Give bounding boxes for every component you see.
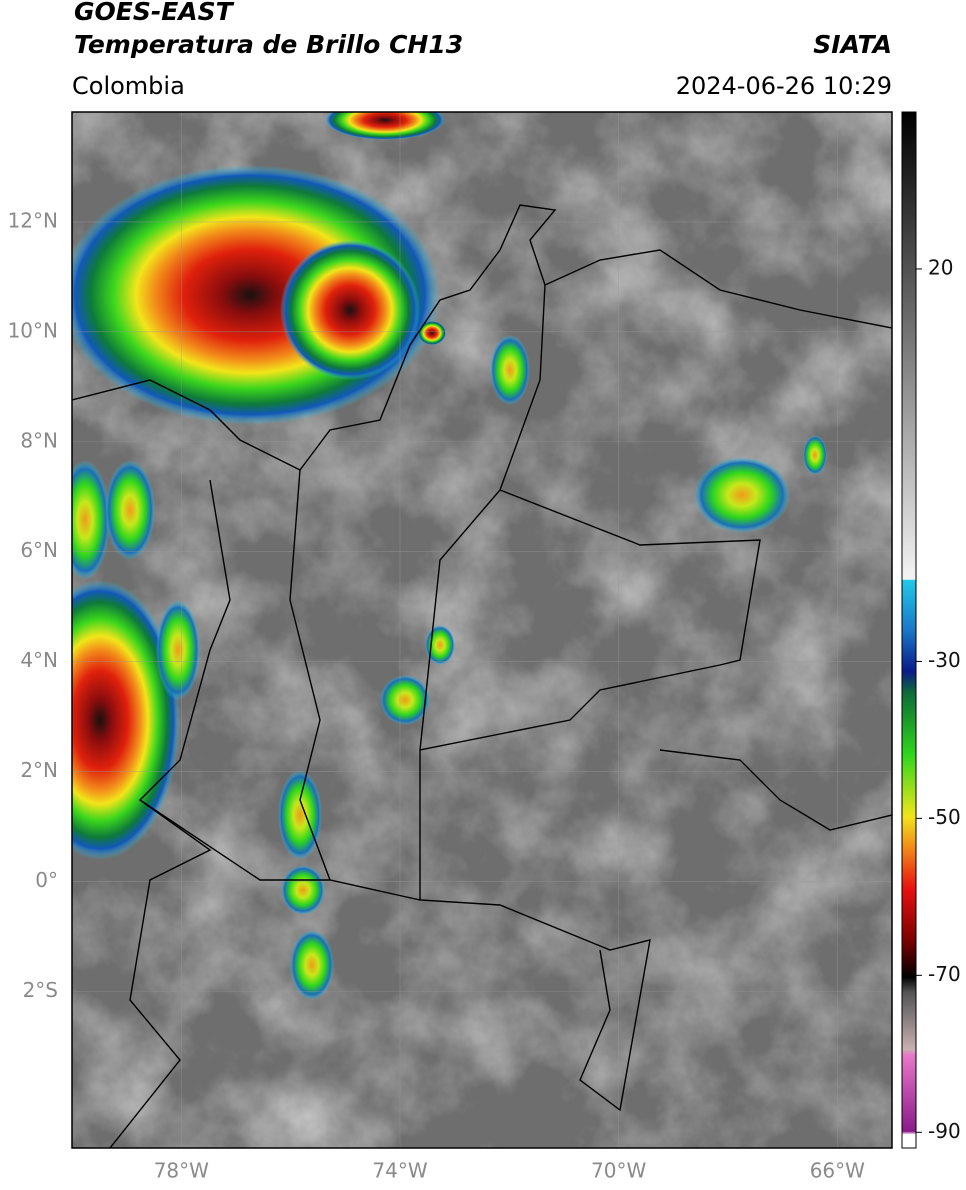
map-frame: [71, 111, 893, 1149]
lat-tick-label: 10°N: [8, 318, 58, 342]
colorbar-tick-label: -70: [928, 962, 961, 986]
datetime-label: 2024-06-26 10:29: [676, 72, 892, 100]
lat-tick-label: 2°N: [20, 758, 58, 782]
lat-tick-label: 2°S: [23, 978, 58, 1002]
lat-tick-label: 6°N: [20, 538, 58, 562]
colorbar-tick-label: -90: [928, 1119, 961, 1143]
lat-tick-label: 8°N: [20, 428, 58, 452]
colorbar-tick-label: 20: [928, 255, 953, 279]
product-title: Temperatura de Brillo CH13: [74, 30, 463, 59]
lon-tick-label: 70°W: [591, 1159, 646, 1183]
lon-tick-label: 78°W: [154, 1159, 209, 1183]
lat-tick-label: 12°N: [8, 208, 58, 232]
satellite-title: GOES-EAST: [74, 0, 235, 26]
lon-tick-label: 74°W: [372, 1159, 427, 1183]
colorbar-tick-label: -50: [928, 805, 961, 829]
colorbar-tick-label: -30: [928, 648, 961, 672]
lon-tick-label: 66°W: [810, 1159, 865, 1183]
source-label: SIATA: [813, 30, 892, 59]
region-label: Colombia: [72, 72, 185, 100]
lat-tick-label: 4°N: [20, 648, 58, 672]
colorbar: [901, 111, 917, 1149]
map-image: [72, 112, 892, 1148]
lat-tick-label: 0°: [35, 868, 58, 892]
